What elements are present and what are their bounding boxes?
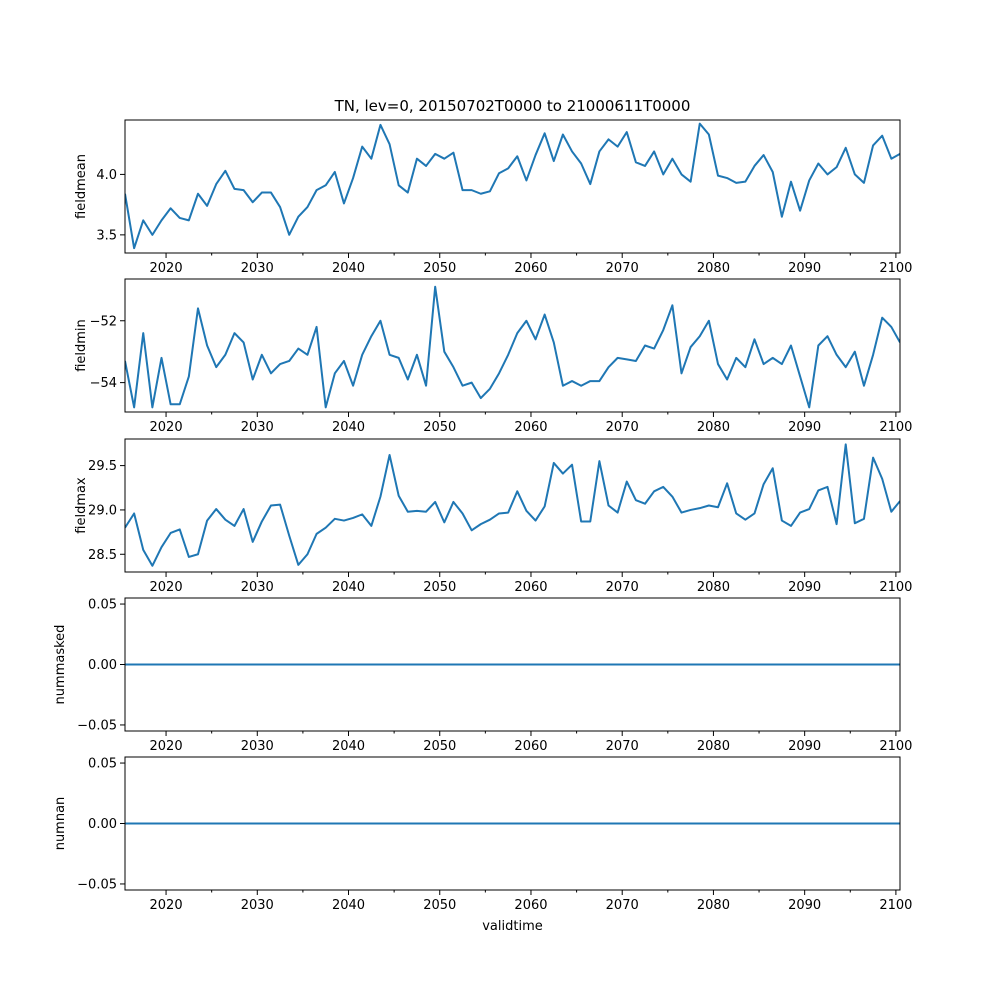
y-tick-label: −54 bbox=[90, 376, 117, 391]
x-tick-label: 2040 bbox=[332, 580, 365, 595]
x-tick-label: 2080 bbox=[697, 580, 730, 595]
x-tick-label: 2070 bbox=[606, 420, 639, 435]
y-tick-label: 0.05 bbox=[88, 757, 117, 772]
x-tick-label: 2060 bbox=[514, 739, 547, 754]
x-tick-label: 2020 bbox=[150, 580, 183, 595]
x-tick-label: 2080 bbox=[697, 261, 730, 276]
chart-title: TN, lev=0, 20150702T0000 to 21000611T000… bbox=[334, 97, 691, 115]
x-tick-label: 2050 bbox=[423, 898, 456, 913]
x-tick-label: 2060 bbox=[514, 420, 547, 435]
x-tick-label: 2060 bbox=[514, 580, 547, 595]
x-tick-label: 2040 bbox=[332, 261, 365, 276]
x-tick-label: 2040 bbox=[332, 739, 365, 754]
subplot-fieldmean: 2020 2030 2040 2050 2060 2070 2080 2090 2100 3.5 4… bbox=[74, 119, 912, 276]
x-tick-label: 2090 bbox=[788, 898, 821, 913]
x-tick-label: 2030 bbox=[241, 898, 274, 913]
x-tick-label: 2090 bbox=[788, 739, 821, 754]
x-tick-label: 2050 bbox=[423, 420, 456, 435]
y-tick-label: −52 bbox=[90, 314, 117, 329]
axes-frame bbox=[124, 278, 901, 413]
y-tick-label: 29.5 bbox=[88, 459, 117, 474]
x-tick-label: 2030 bbox=[241, 580, 274, 595]
y-tick-label: −0.05 bbox=[77, 718, 117, 733]
y-tick-label: 28.5 bbox=[88, 548, 117, 563]
x-tick-label: 2070 bbox=[606, 898, 639, 913]
x-tick-label: 2050 bbox=[423, 261, 456, 276]
x-axis-label: validtime bbox=[482, 919, 543, 934]
x-tick-label: 2050 bbox=[423, 580, 456, 595]
y-tick-label: 0.05 bbox=[88, 598, 117, 613]
x-tick-label: 2090 bbox=[788, 420, 821, 435]
x-tick-label: 2100 bbox=[879, 420, 912, 435]
x-tick-label: 2080 bbox=[697, 739, 730, 754]
x-tick-label: 2090 bbox=[788, 261, 821, 276]
x-tick-label: 2030 bbox=[241, 261, 274, 276]
x-tick-label: 2090 bbox=[788, 580, 821, 595]
x-tick-label: 2020 bbox=[150, 898, 183, 913]
x-tick-label: 2030 bbox=[241, 420, 274, 435]
axes-frame bbox=[124, 119, 901, 254]
y-tick-label: 0.00 bbox=[88, 658, 117, 673]
x-tick-label: 2070 bbox=[606, 261, 639, 276]
y-tick-label: 3.5 bbox=[96, 228, 117, 243]
y-tick-label: 4.0 bbox=[96, 168, 117, 183]
x-tick-label: 2060 bbox=[514, 898, 547, 913]
y-tick-label: 29.0 bbox=[88, 503, 117, 518]
x-tick-label: 2100 bbox=[879, 739, 912, 754]
subplot-fieldmax: 2020 2030 2040 2050 2060 2070 2080 2090 2100 28.5… bbox=[74, 438, 912, 595]
x-tick-label: 2040 bbox=[332, 420, 365, 435]
series-line-fieldmin bbox=[125, 285, 900, 409]
x-tick-label: 2020 bbox=[150, 739, 183, 754]
x-tick-label: 2050 bbox=[423, 739, 456, 754]
x-tick-label: 2100 bbox=[879, 898, 912, 913]
subplot-numnan: 2020 2030 2040 2050 2060 2070 2080 2090 2100 −0.0… bbox=[53, 756, 912, 913]
subplot-fieldmin: 2020 2030 2040 2050 2060 2070 2080 2090 2100 −54 −… bbox=[74, 278, 912, 435]
x-tick-label: 2040 bbox=[332, 898, 365, 913]
y-axis-label-fieldmean: fieldmean bbox=[74, 154, 89, 219]
subplot-nummasked: 2020 2030 2040 2050 2060 2070 2080 2090 2100 −0.0… bbox=[53, 597, 912, 754]
x-tick-label: 2080 bbox=[697, 898, 730, 913]
y-axis-label-numnan: numnan bbox=[53, 797, 68, 851]
series-line-fieldmean bbox=[125, 122, 900, 250]
x-tick-label: 2060 bbox=[514, 261, 547, 276]
x-tick-label: 2030 bbox=[241, 739, 274, 754]
y-tick-label: −0.05 bbox=[77, 877, 117, 892]
x-tick-label: 2100 bbox=[879, 261, 912, 276]
y-axis-label-nummasked: nummasked bbox=[53, 625, 68, 705]
subplots: 2020 2030 2040 2050 2060 2070 2080 2090 2100 3.5 4… bbox=[53, 119, 912, 913]
x-tick-label: 2020 bbox=[150, 261, 183, 276]
series-line-fieldmax bbox=[125, 443, 900, 567]
x-tick-label: 2070 bbox=[606, 739, 639, 754]
x-tick-label: 2080 bbox=[697, 420, 730, 435]
y-axis-label-fieldmin: fieldmin bbox=[74, 319, 89, 372]
x-tick-label: 2100 bbox=[879, 580, 912, 595]
x-tick-label: 2020 bbox=[150, 420, 183, 435]
y-axis-label-fieldmax: fieldmax bbox=[74, 477, 89, 534]
y-tick-label: 0.00 bbox=[88, 817, 117, 832]
axes-frame bbox=[124, 438, 901, 573]
x-tick-label: 2070 bbox=[606, 580, 639, 595]
